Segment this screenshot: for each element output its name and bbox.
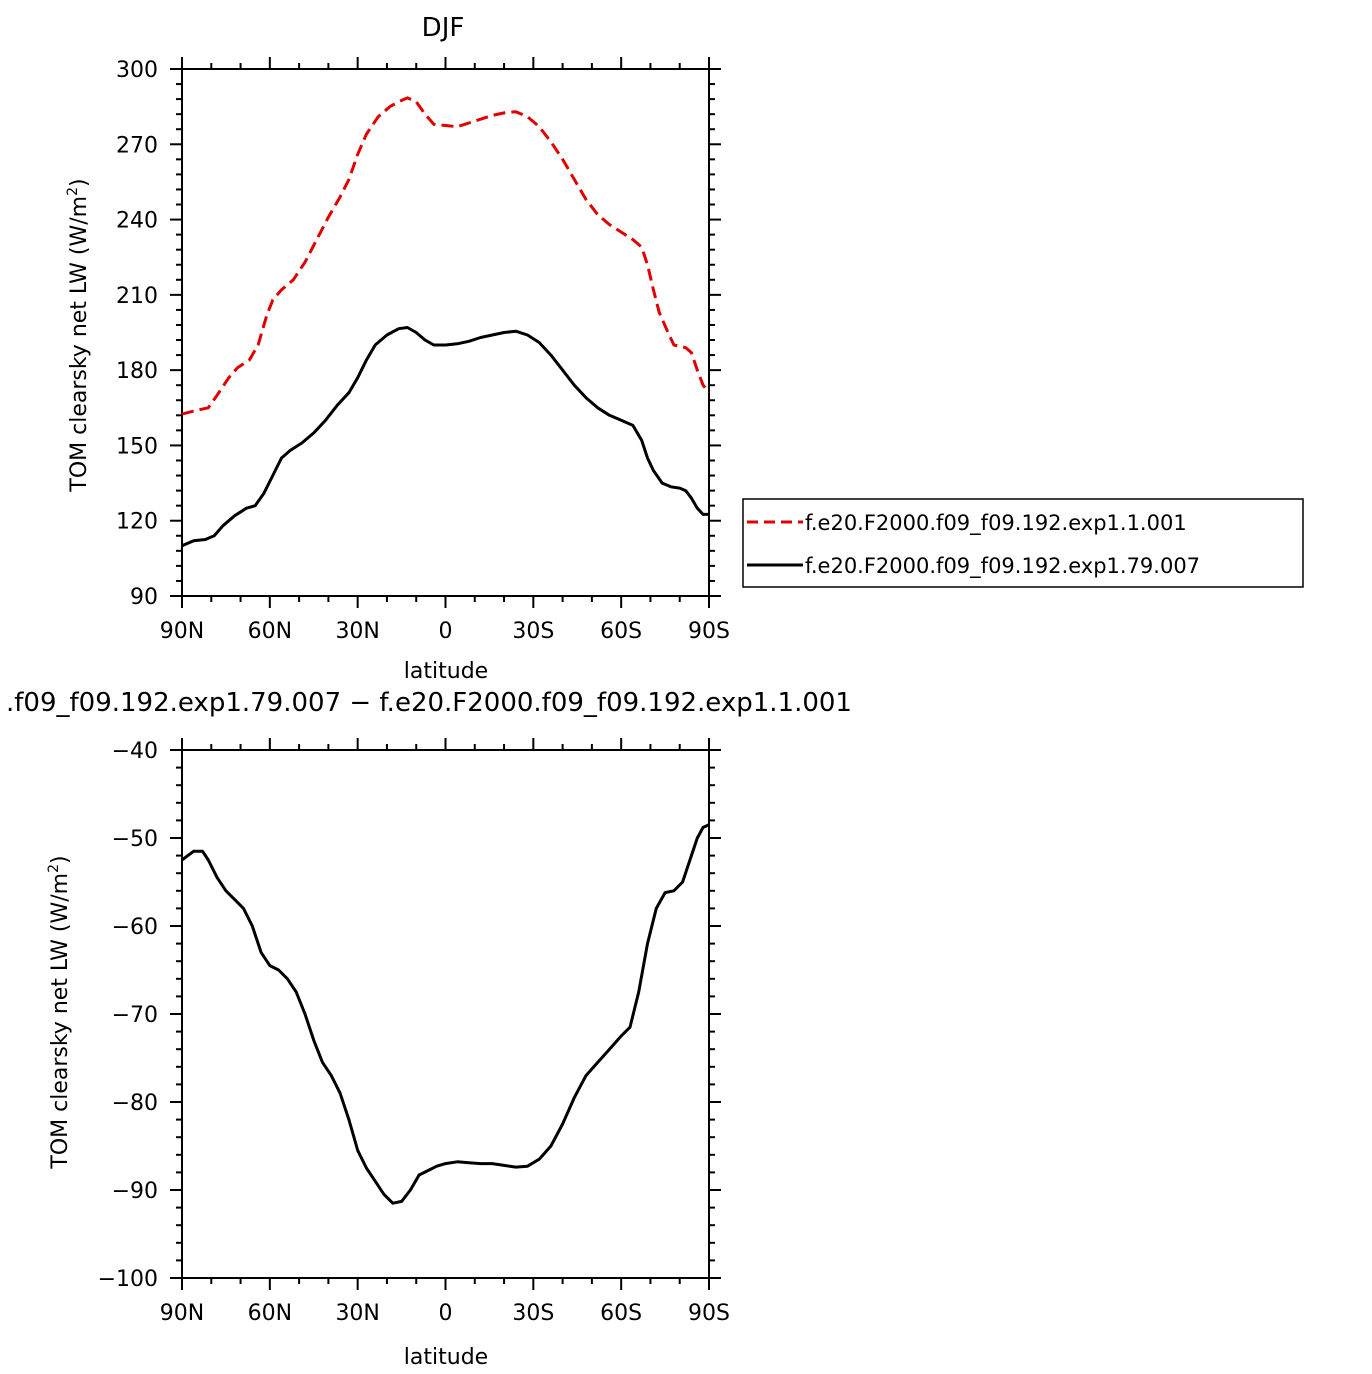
chart-title-top: DJF [422, 13, 465, 43]
x-tick-label: 30S [512, 619, 554, 644]
y-tick-label: 180 [116, 359, 158, 384]
legend-entry-exp1-1-001: f.e20.F2000.f09_f09.192.exp1.1.001 [805, 511, 1187, 536]
y-tick-label: −90 [112, 1179, 158, 1204]
series-line-1 [181, 326, 709, 548]
y-axis-label-bottom: TOM clearsky net LW (W/m2) [46, 855, 73, 1169]
y-tick-label: 270 [116, 133, 158, 158]
y-tick-label: −50 [112, 827, 158, 852]
panel-top-djf: DJF 90 120 150 180 210 240 270 300 90N 60N 30N 0 30S… [65, 13, 730, 684]
panel-bottom-difference: .f09_f09.192.exp1.79.007 − f.e20.F2000.f… [6, 688, 852, 1370]
plot-frame [181, 749, 710, 1279]
y-tick-label: 240 [116, 209, 158, 234]
y-tick-label: 150 [116, 434, 158, 459]
x-tick-label: 30S [512, 1301, 554, 1326]
y-tick-label: −80 [112, 1091, 158, 1116]
x-tick-label: 90N [160, 619, 204, 644]
chart-title-bottom: .f09_f09.192.exp1.79.007 − f.e20.F2000.f… [6, 688, 852, 718]
y-tick-label: 210 [116, 284, 158, 309]
y-tick-label: −40 [112, 739, 158, 764]
legend: f.e20.F2000.f09_f09.192.exp1.1.001 f.e20… [742, 498, 1304, 588]
y-tick-label: 300 [116, 58, 158, 83]
x-tick-label: 60N [248, 1301, 292, 1326]
y-tick-label: −60 [112, 915, 158, 940]
x-tick-label: 30N [335, 619, 379, 644]
x-tick-label: 90S [688, 1301, 730, 1326]
series-line-0 [181, 96, 711, 416]
top-series-group [181, 96, 711, 548]
x-tick-label: 60S [600, 619, 642, 644]
y-tick-label: −100 [98, 1267, 158, 1292]
top-axes: 90 120 150 180 210 240 270 300 90N 60N 30N 0 30S 60S 9… [116, 57, 730, 644]
x-axis-label-top: latitude [404, 659, 488, 684]
y-tick-label: −70 [112, 1003, 158, 1028]
x-tick-label: 0 [439, 619, 453, 644]
plot-frame [181, 68, 710, 597]
legend-box [742, 498, 1304, 588]
x-tick-label: 90N [160, 1301, 204, 1326]
x-tick-label: 0 [439, 1301, 453, 1326]
bottom-axes: −100 −90 −80 −70 −60 −50 −40 90N 60N 30N 0 30S 60S 90… [98, 738, 730, 1326]
x-axis-label-bottom: latitude [404, 1345, 488, 1370]
legend-entry-exp1-79-007: f.e20.F2000.f09_f09.192.exp1.79.007 [805, 554, 1200, 579]
x-tick-label: 60S [600, 1301, 642, 1326]
x-tick-label: 30N [335, 1301, 379, 1326]
y-tick-label: 90 [130, 585, 158, 610]
y-axis-label-top: TOM clearsky net LW (W/m2) [65, 178, 92, 492]
x-tick-label: 90S [688, 619, 730, 644]
bottom-series-group [181, 823, 710, 1205]
x-tick-label: 60N [248, 619, 292, 644]
series-line-0 [181, 823, 710, 1205]
y-tick-label: 120 [116, 510, 158, 535]
